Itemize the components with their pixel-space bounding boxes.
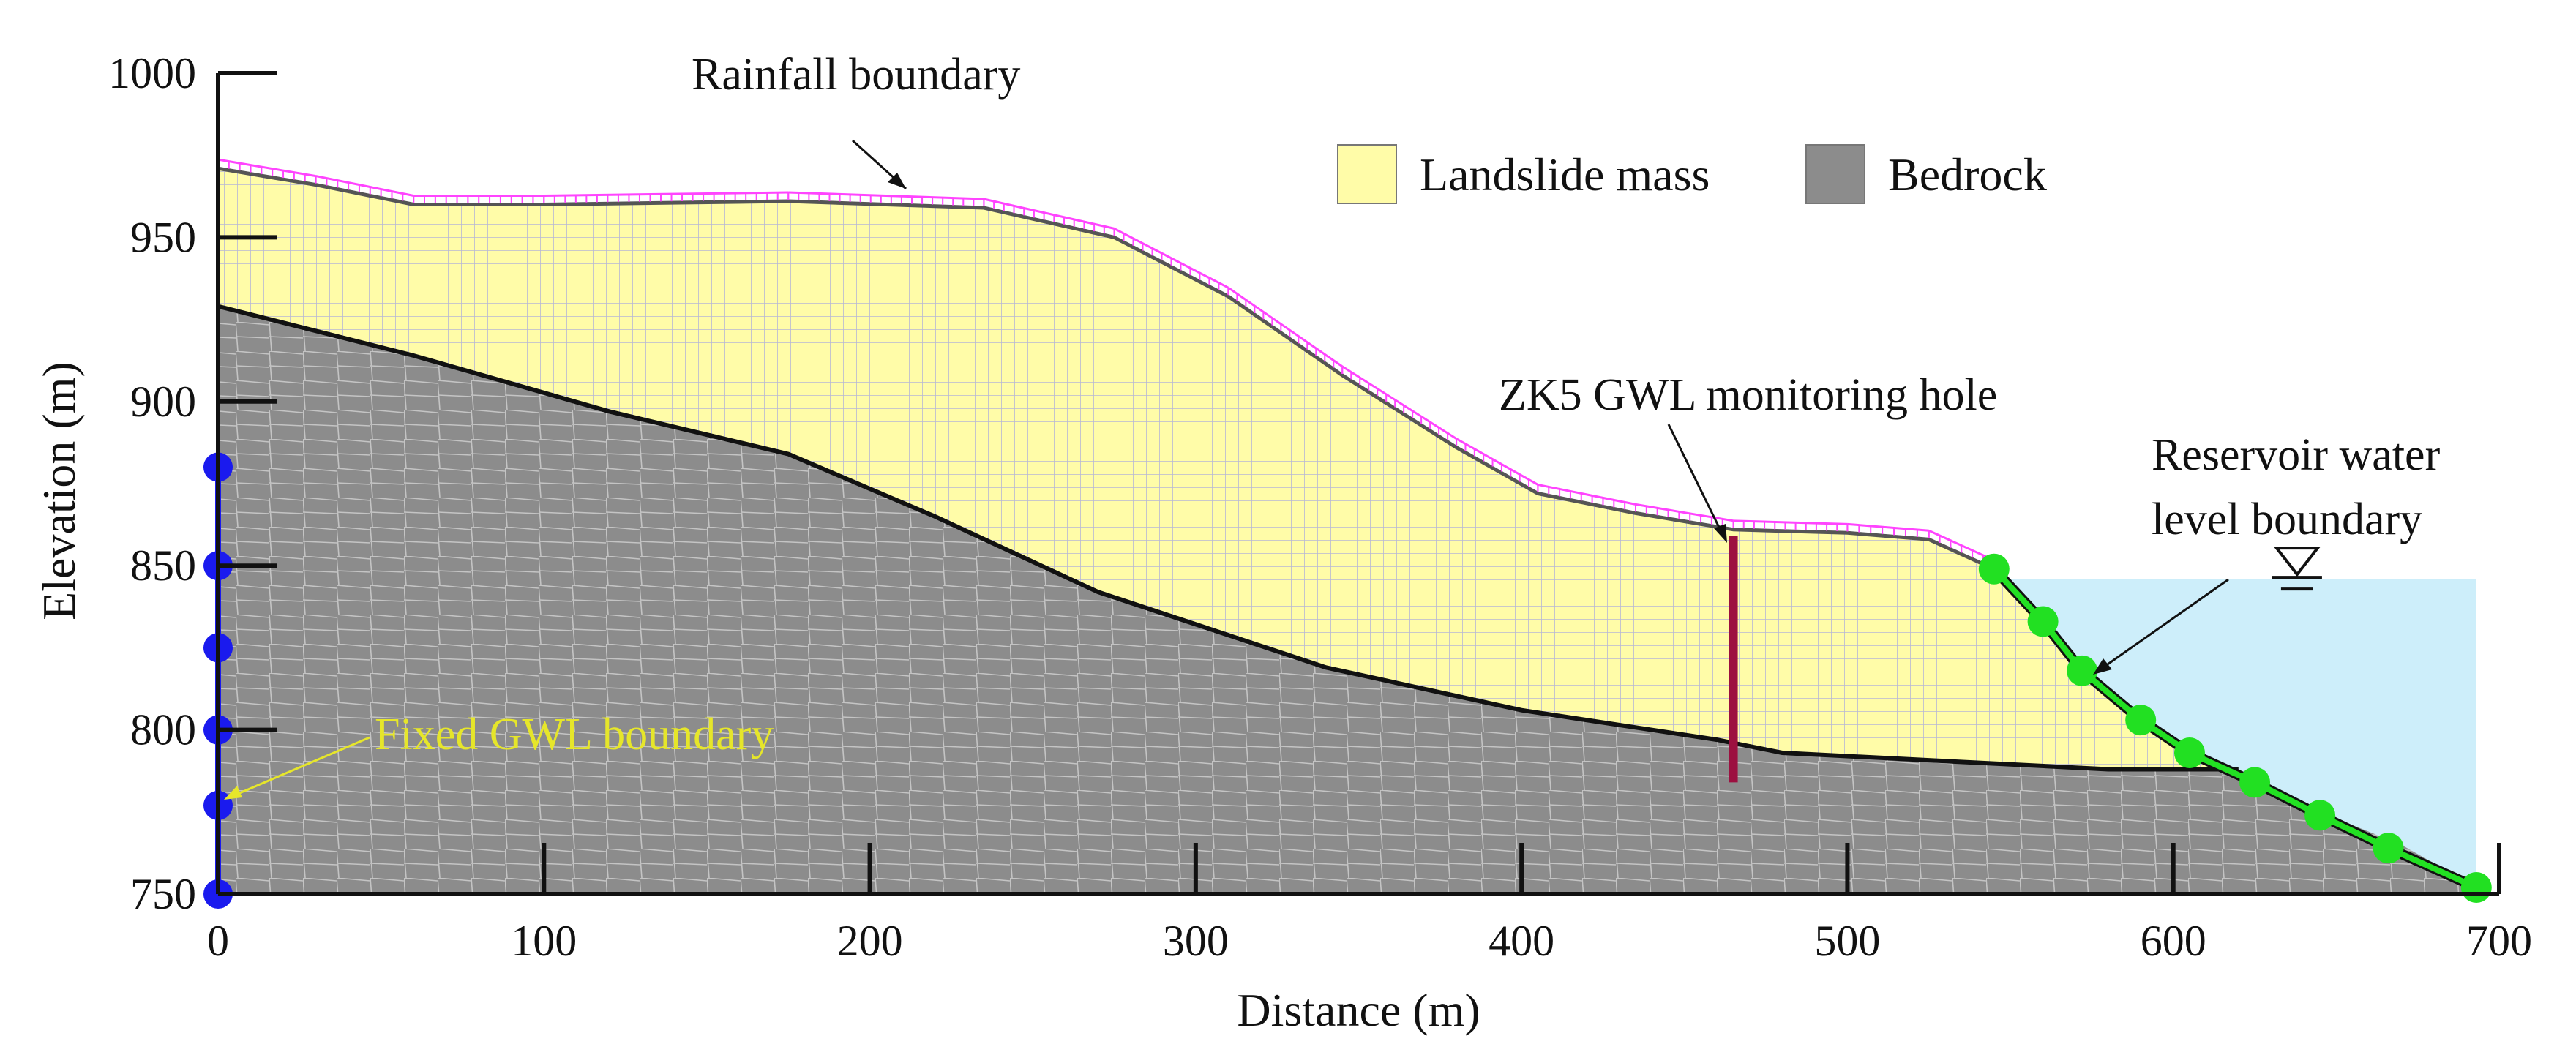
rainfall-segment bbox=[1456, 438, 1539, 486]
y-tick-label: 950 bbox=[130, 213, 196, 261]
x-tick-label: 0 bbox=[207, 917, 229, 965]
rainfall-boundary-label: Rainfall boundary bbox=[692, 50, 1020, 100]
reservoir-arrow bbox=[2100, 578, 2229, 671]
rainfall-segment bbox=[1227, 286, 1344, 368]
reservoir-label-line2: level boundary bbox=[2152, 495, 2422, 544]
rainfall-segment bbox=[315, 175, 414, 197]
legend-label-bedrock: Bedrock bbox=[1888, 149, 2047, 200]
y-tick-label: 750 bbox=[130, 870, 196, 918]
y-tick-label: 850 bbox=[130, 541, 196, 590]
slip-surface-line bbox=[217, 304, 2239, 772]
reservoir-node bbox=[2027, 606, 2059, 637]
legend-swatch-bedrock bbox=[1805, 144, 1865, 204]
x-axis-title: Distance (m) bbox=[1237, 984, 1480, 1036]
reservoir-label-line1: Reservoir water bbox=[2152, 430, 2441, 480]
rainfall-segment bbox=[1538, 483, 1636, 506]
x-tick-label: 100 bbox=[511, 917, 577, 965]
legend: Landslide mass Bedrock bbox=[1337, 144, 2047, 204]
reservoir-node bbox=[2304, 800, 2336, 831]
rainfall-segment bbox=[217, 158, 316, 178]
zk5-arrowhead bbox=[1714, 524, 1727, 543]
legend-swatch-landslide-mass bbox=[1337, 144, 1397, 204]
y-tick-label: 1000 bbox=[108, 49, 196, 97]
reservoir-node bbox=[2125, 705, 2157, 736]
rainfall-segment bbox=[1847, 522, 1929, 532]
reservoir-node bbox=[2373, 833, 2404, 864]
fixed-gwl-arrow bbox=[232, 736, 370, 797]
water-level-symbol bbox=[2272, 547, 2322, 591]
reservoir-arrowhead bbox=[2093, 658, 2112, 675]
x-tick-label: 700 bbox=[2466, 917, 2532, 965]
rainfall-segment bbox=[1341, 365, 1457, 440]
x-tick-label: 300 bbox=[1163, 917, 1229, 965]
fixed-gwl-label: Fixed GWL boundary bbox=[375, 710, 774, 759]
x-tick-label: 500 bbox=[1814, 917, 1880, 965]
y-tick-label: 900 bbox=[130, 378, 196, 426]
y-tick-label: 800 bbox=[130, 706, 196, 754]
reservoir-node bbox=[2239, 767, 2271, 798]
rainfall-segment bbox=[1635, 503, 1734, 522]
x-tick-label: 200 bbox=[837, 917, 903, 965]
y-axis-title: Elevation (m) bbox=[33, 361, 85, 620]
x-tick-label: 400 bbox=[1489, 917, 1554, 965]
reservoir-node bbox=[1978, 553, 2010, 585]
zk5-monitoring-hole-label: ZK5 GWL monitoring hole bbox=[1499, 370, 1997, 420]
reservoir-node bbox=[2067, 655, 2098, 686]
rainfall-boundary-arrowhead bbox=[888, 173, 906, 189]
x-tick-label: 600 bbox=[2141, 917, 2206, 965]
water-level-triangle bbox=[2273, 547, 2321, 577]
ground-surface-line bbox=[217, 166, 1995, 571]
rainfall-segment bbox=[1733, 519, 1848, 525]
rainfall-segment bbox=[544, 191, 789, 198]
landslide-mass-region bbox=[218, 168, 2255, 786]
zk5-arrow bbox=[1667, 424, 1726, 538]
domain-regions bbox=[218, 168, 2476, 894]
fixed-gwl-arrowhead bbox=[224, 786, 242, 800]
rainfall-segment bbox=[788, 191, 984, 200]
reservoir-node bbox=[2174, 737, 2205, 769]
reservoir-node bbox=[2460, 872, 2492, 904]
legend-label-landslide-mass: Landslide mass bbox=[1420, 149, 1710, 200]
reservoir-water-region bbox=[1993, 568, 2476, 888]
rainfall-segment bbox=[984, 198, 1115, 230]
axes: 0 100 200 300 400 500 600 700 750 800 850 900 950 100… bbox=[108, 49, 2532, 965]
